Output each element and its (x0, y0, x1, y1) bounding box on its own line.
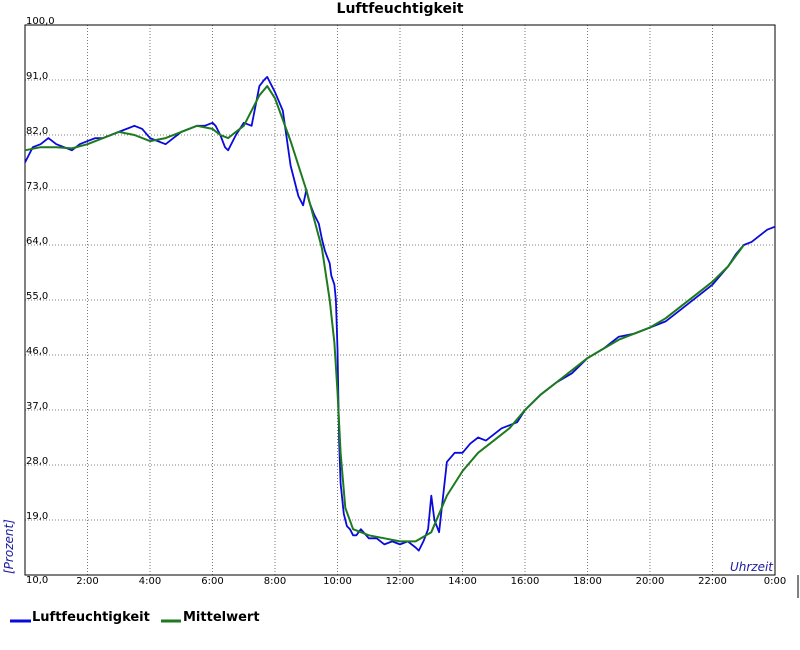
y-tick-label: 64,0 (26, 236, 48, 247)
series-layer (24, 76, 776, 552)
x-tick-label: 14:00 (448, 576, 477, 587)
y-tick-label: 82,0 (26, 126, 48, 137)
x-tick-label: 6:00 (201, 576, 223, 587)
y-tick-label: 37,0 (26, 401, 48, 412)
x-tick-label: 2:00 (76, 576, 98, 587)
legend-item-luftfeuchtigkeit: Luftfeuchtigkeit (10, 610, 150, 625)
x-tick-label: 10:00 (323, 576, 352, 587)
y-tick-label: 73,0 (26, 181, 48, 192)
series-line-mittelwert (24, 85, 745, 543)
y-axis-ticks: 10,0 19,0 28,0 37,0 46,0 55,0 64,0 73,0 82,0 91,0… (26, 16, 55, 586)
y-tick-label: 100,0 (26, 16, 55, 27)
x-tick-label: 20:00 (636, 576, 665, 587)
y-tick-label: 46,0 (26, 346, 48, 357)
x-tick-label: 8:00 (264, 576, 286, 587)
legend-label-mittelwert: Mittelwert (183, 610, 260, 625)
plot-frame (24, 24, 776, 576)
legend-label-luftfeuchtigkeit: Luftfeuchtigkeit (32, 610, 150, 625)
x-tick-label: 12:00 (386, 576, 415, 587)
x-axis-ticks: 2:00 4:00 6:00 8:00 10:00 12:00 14:00 16:00 18:0… (76, 576, 786, 587)
y-tick-label: 55,0 (26, 291, 48, 302)
x-axis-title: Uhrzeit (730, 560, 774, 574)
y-tick-label: 91,0 (26, 71, 48, 82)
x-tick-label: 0:00 (764, 576, 786, 587)
y-tick-label: 19,0 (26, 511, 48, 522)
y-tick-label: 10,0 (26, 575, 48, 586)
x-tick-label: 18:00 (573, 576, 602, 587)
legend-item-mittelwert: Mittelwert (161, 610, 260, 625)
x-tick-label: 4:00 (139, 576, 161, 587)
y-axis-title: [Prozent] (2, 519, 16, 574)
x-tick-label: 22:00 (698, 576, 727, 587)
x-tick-label: 16:00 (511, 576, 540, 587)
chart-title: Luftfeuchtigkeit (337, 1, 464, 17)
grid-lines (25, 25, 775, 575)
y-tick-label: 28,0 (26, 456, 48, 467)
legend: Luftfeuchtigkeit Mittelwert (10, 610, 260, 625)
